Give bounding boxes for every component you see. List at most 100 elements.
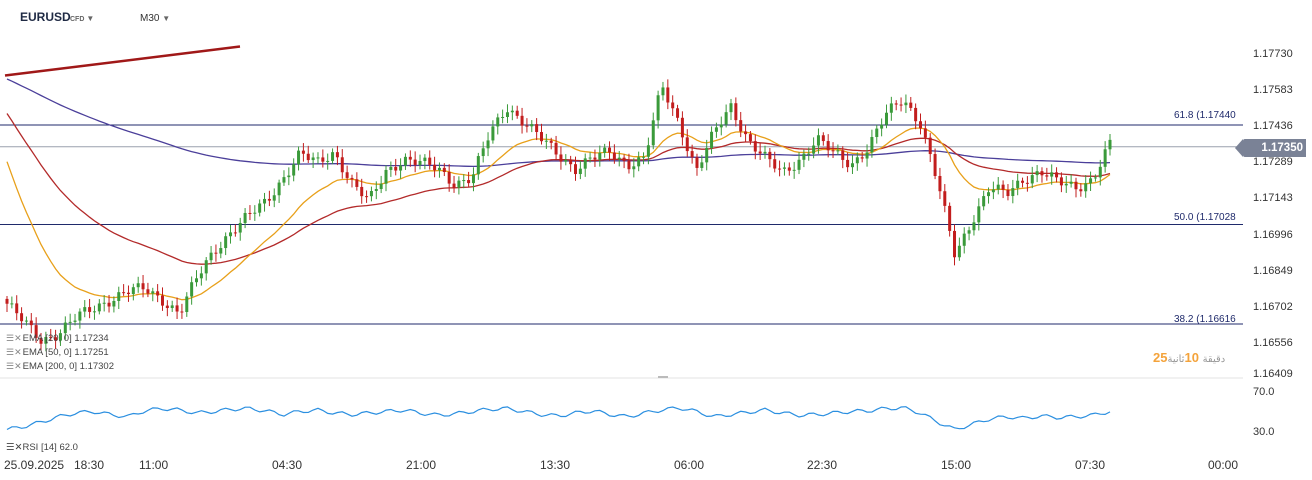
candle-body xyxy=(277,182,281,196)
candle-body xyxy=(199,273,203,279)
settings-icon[interactable]: ☰✕ xyxy=(6,361,22,371)
candle-body xyxy=(938,175,942,192)
candle-body xyxy=(258,203,262,213)
candle-body xyxy=(695,157,699,168)
candle-body xyxy=(1079,189,1083,192)
candle-body xyxy=(622,157,626,161)
candle-body xyxy=(58,333,62,341)
candle-body xyxy=(457,180,461,188)
candle-body xyxy=(865,152,869,159)
ema50-legend[interactable]: ☰✕EMA [50, 0] 1.17251 xyxy=(6,347,109,358)
candle-body xyxy=(248,212,252,214)
candle-body xyxy=(768,151,772,160)
candle-body xyxy=(739,120,743,132)
candle-body xyxy=(991,189,995,193)
candle-body xyxy=(700,162,704,168)
candle-body xyxy=(63,322,67,334)
x-tick-label: 15:00 xyxy=(941,458,972,472)
symbol-name[interactable]: EURUSD xyxy=(20,10,71,24)
y-tick-label: 1.17289 xyxy=(1253,156,1293,168)
candle-body xyxy=(729,103,733,113)
candle-body xyxy=(39,337,43,344)
y-tick-label: 1.16702 xyxy=(1253,301,1293,313)
candle-body xyxy=(603,147,607,153)
candle-body xyxy=(1011,188,1015,197)
candle-body xyxy=(642,156,646,158)
candle-body xyxy=(350,177,354,180)
y-tick-label: 1.16556 xyxy=(1253,337,1293,349)
ema20-legend[interactable]: ☰✕EMA [20, 0] 1.17234 xyxy=(6,333,109,344)
candle-body xyxy=(301,150,305,154)
y-tick-label: 1.17583 xyxy=(1253,84,1293,96)
candle-body xyxy=(758,151,762,154)
candle-body xyxy=(559,154,563,162)
candle-body xyxy=(539,132,543,142)
settings-icon[interactable]: ☰✕ xyxy=(6,347,22,357)
y-tick-label: 1.17436 xyxy=(1253,120,1293,132)
timeframe-selector[interactable]: M30 ▼ xyxy=(140,13,171,24)
candle-body xyxy=(977,206,981,223)
candle-body xyxy=(676,108,680,118)
candle-body xyxy=(724,112,728,125)
candle-body xyxy=(797,159,801,170)
candle-body xyxy=(151,291,155,294)
candle-body xyxy=(447,171,451,184)
rsi-legend[interactable]: ☰✕RSI [14] 62.0 xyxy=(6,442,78,453)
candle-body xyxy=(462,180,466,182)
candle-body xyxy=(510,110,514,113)
candle-body xyxy=(1001,184,1005,190)
candle-body xyxy=(146,289,150,294)
candle-body xyxy=(816,135,820,146)
candle-body xyxy=(180,311,184,313)
candle-body xyxy=(423,157,427,162)
candle-body xyxy=(321,157,325,162)
chevron-down-icon[interactable]: ▼ xyxy=(86,14,95,23)
candle-body xyxy=(515,110,519,116)
candle-body xyxy=(219,248,223,254)
candle-body xyxy=(617,157,621,160)
chevron-down-icon[interactable]: ▼ xyxy=(162,14,171,23)
candle-body xyxy=(136,283,140,288)
candle-body xyxy=(1074,181,1078,190)
current-price-tag: 1.17350 xyxy=(1235,139,1306,157)
candle-body xyxy=(812,145,816,154)
instrument-type-badge[interactable]: CFD ▼ xyxy=(70,14,95,23)
candle-body xyxy=(355,179,359,187)
candle-body xyxy=(437,167,441,171)
candle-body xyxy=(326,160,330,162)
x-tick-label: 25.09.2025 xyxy=(4,458,65,472)
candle-body xyxy=(875,128,879,138)
settings-icon[interactable]: ☰✕ xyxy=(6,333,22,343)
candle-body xyxy=(287,175,291,178)
candle-body xyxy=(1021,180,1025,183)
candle-body xyxy=(170,305,174,309)
candle-body xyxy=(612,152,616,160)
candle-body xyxy=(748,134,752,142)
candle-body xyxy=(1064,183,1068,186)
candle-body xyxy=(122,292,126,294)
candle-body xyxy=(894,103,898,105)
candle-body xyxy=(141,283,145,290)
ema200-legend[interactable]: ☰✕EMA [200, 0] 1.17302 xyxy=(6,361,114,372)
candle-body xyxy=(190,282,194,297)
candle-body xyxy=(292,164,296,176)
x-tick-label: 18:30 xyxy=(74,458,105,472)
candle-body xyxy=(102,302,106,304)
candle-body xyxy=(831,150,835,152)
candle-body xyxy=(340,157,344,173)
candle-body xyxy=(855,157,859,164)
candle-body xyxy=(666,87,670,103)
candle-body xyxy=(588,157,592,159)
candle-body xyxy=(92,311,96,313)
candle-body xyxy=(1050,172,1054,177)
candle-body xyxy=(651,120,655,146)
candle-body xyxy=(165,305,169,309)
settings-icon[interactable]: ☰✕ xyxy=(6,442,23,453)
candle-body xyxy=(496,117,500,127)
candle-body xyxy=(1055,172,1059,178)
x-tick-label: 04:30 xyxy=(272,458,303,472)
candle-body xyxy=(884,112,888,125)
ema200-line xyxy=(6,78,1111,168)
fib-label-382: 38.2 (1.16616 xyxy=(1174,314,1236,325)
